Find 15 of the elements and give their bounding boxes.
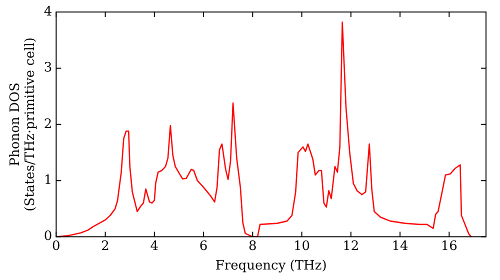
x-tick-label: 16 [440,238,458,254]
x-tick-label: 6 [199,238,208,254]
x-tick-label: 4 [150,238,159,254]
y-tick-label: 2 [44,116,52,132]
x-tick-label: 12 [342,238,360,254]
x-tick-label: 2 [101,238,110,254]
y-tick-label: 4 [44,4,52,20]
y-axis-title: Phonon DOS (States/THz·primitive cell) [8,37,38,212]
y-tick-label: 3 [44,60,52,76]
y-tick-label: 1 [44,172,52,188]
x-axis-title: Frequency (THz) [215,258,327,274]
x-tick-label: 10 [294,238,310,254]
y-tick-label: 0 [44,229,52,244]
x-tick-label: 8 [248,238,257,254]
x-tick-label: 14 [392,238,408,254]
